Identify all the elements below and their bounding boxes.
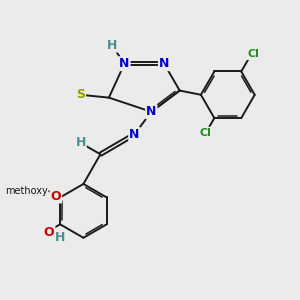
Text: O: O [51, 190, 61, 202]
Text: Cl: Cl [247, 49, 259, 59]
Text: Cl: Cl [199, 128, 211, 138]
Text: H: H [55, 231, 66, 244]
Text: methoxy: methoxy [5, 186, 48, 196]
Text: N: N [129, 128, 140, 141]
Text: N: N [159, 57, 169, 70]
Text: H: H [106, 39, 117, 52]
Text: H: H [75, 136, 86, 149]
Text: O: O [44, 226, 54, 238]
Text: N: N [146, 105, 157, 118]
Text: N: N [119, 57, 130, 70]
Text: S: S [76, 88, 85, 101]
